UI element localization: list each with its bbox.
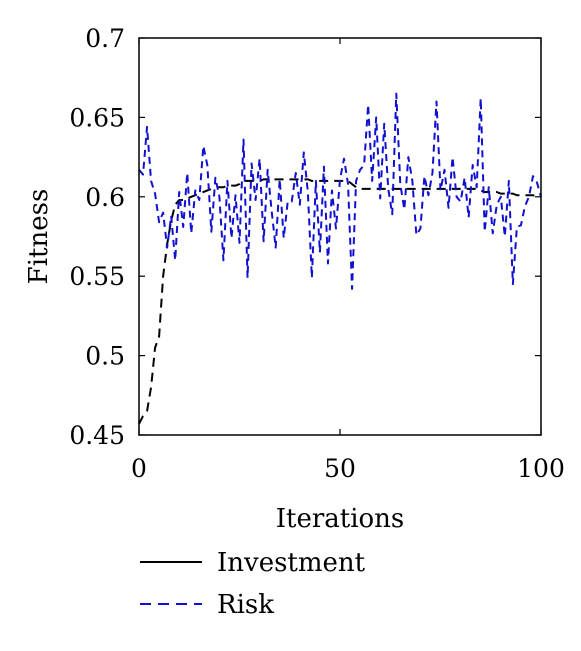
x-tick-label: 0 <box>131 454 147 483</box>
x-axis: 0 50 100 <box>131 38 565 483</box>
legend: Investment Risk <box>140 548 366 620</box>
y-axis-title: Fitness <box>24 189 54 285</box>
y-tick-label: 0.55 <box>69 262 125 291</box>
series-line-investment <box>138 178 541 425</box>
plot-frame <box>138 37 542 436</box>
y-tick-label: 0.5 <box>85 342 125 371</box>
y-axis: 0.45 0.5 0.55 0.6 0.65 0.7 <box>69 24 541 450</box>
x-tick-label: 100 <box>517 454 565 483</box>
x-tick-label: 50 <box>324 454 356 483</box>
legend-label-risk: Risk <box>217 590 274 620</box>
series-line-risk <box>138 92 542 290</box>
plot-area <box>138 37 542 436</box>
y-tick-label: 0.65 <box>69 103 125 132</box>
y-tick-label: 0.7 <box>85 24 125 53</box>
y-tick-label: 0.6 <box>85 183 125 212</box>
x-axis-title: Iterations <box>276 504 405 534</box>
y-tick-label: 0.45 <box>69 421 125 450</box>
legend-label-investment: Investment <box>217 548 366 578</box>
